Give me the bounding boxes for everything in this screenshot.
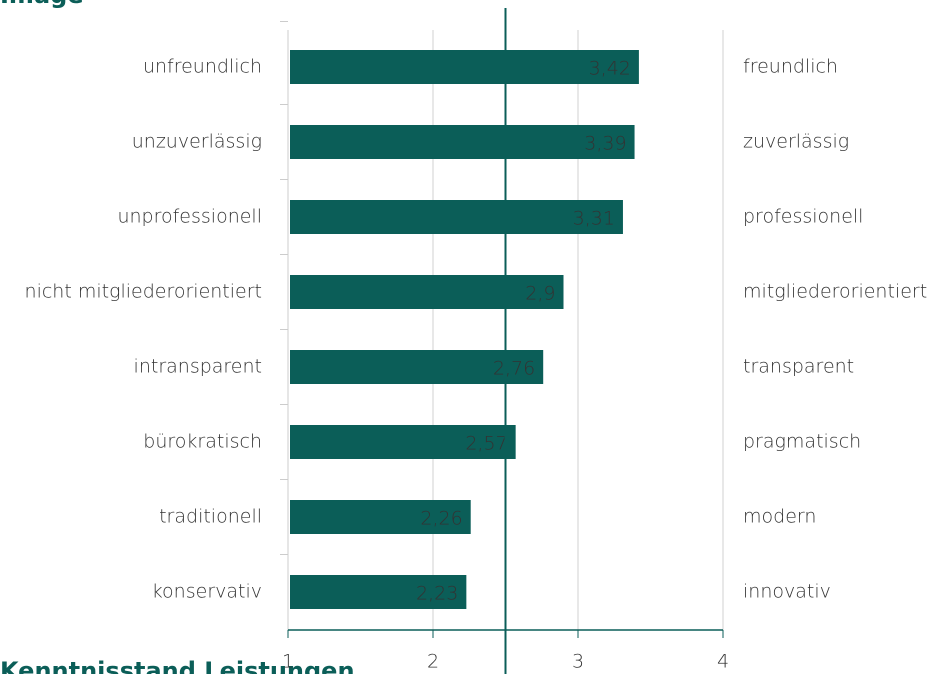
left-label: unzuverlässig [132, 131, 262, 153]
x-tick-label: 1 [282, 651, 294, 673]
left-label: unprofessionell [117, 206, 262, 228]
right-label: zuverlässig [743, 131, 849, 153]
bar [290, 500, 471, 534]
chart-title: Image [0, 0, 84, 9]
value-label: 3,31 [573, 208, 615, 230]
bar [290, 200, 623, 234]
bar [290, 275, 564, 309]
x-tick-label: 3 [572, 651, 584, 673]
left-label: nicht mitgliederorientiert [25, 281, 262, 303]
value-label: 3,42 [589, 58, 631, 80]
right-label: freundlich [743, 56, 838, 78]
right-label: modern [743, 506, 816, 528]
left-label: intransparent [134, 356, 262, 378]
right-label: innovativ [743, 581, 831, 603]
right-label: transparent [743, 356, 854, 378]
x-tick-label: 4 [717, 651, 729, 673]
value-label: 2,23 [416, 583, 458, 605]
right-label: mitgliederorientiert [743, 281, 927, 303]
left-label: unfreundlich [143, 56, 262, 78]
bar [290, 50, 639, 84]
section-title: Kenntnisstand Leistungen [0, 657, 355, 674]
value-label: 2,9 [525, 283, 555, 305]
bar [290, 425, 516, 459]
right-label: pragmatisch [743, 431, 861, 453]
left-label: traditionell [159, 506, 262, 528]
x-tick-label: 2 [427, 651, 439, 673]
left-label: konservativ [152, 581, 262, 603]
value-label: 2,76 [493, 358, 535, 380]
value-label: 2,26 [420, 508, 462, 530]
bar [290, 125, 635, 159]
value-label: 3,39 [584, 133, 626, 155]
right-label: professionell [743, 206, 863, 228]
value-label: 2,57 [465, 433, 507, 455]
bar [290, 575, 467, 609]
left-label: bürokratisch [143, 431, 262, 453]
bar [290, 350, 544, 384]
